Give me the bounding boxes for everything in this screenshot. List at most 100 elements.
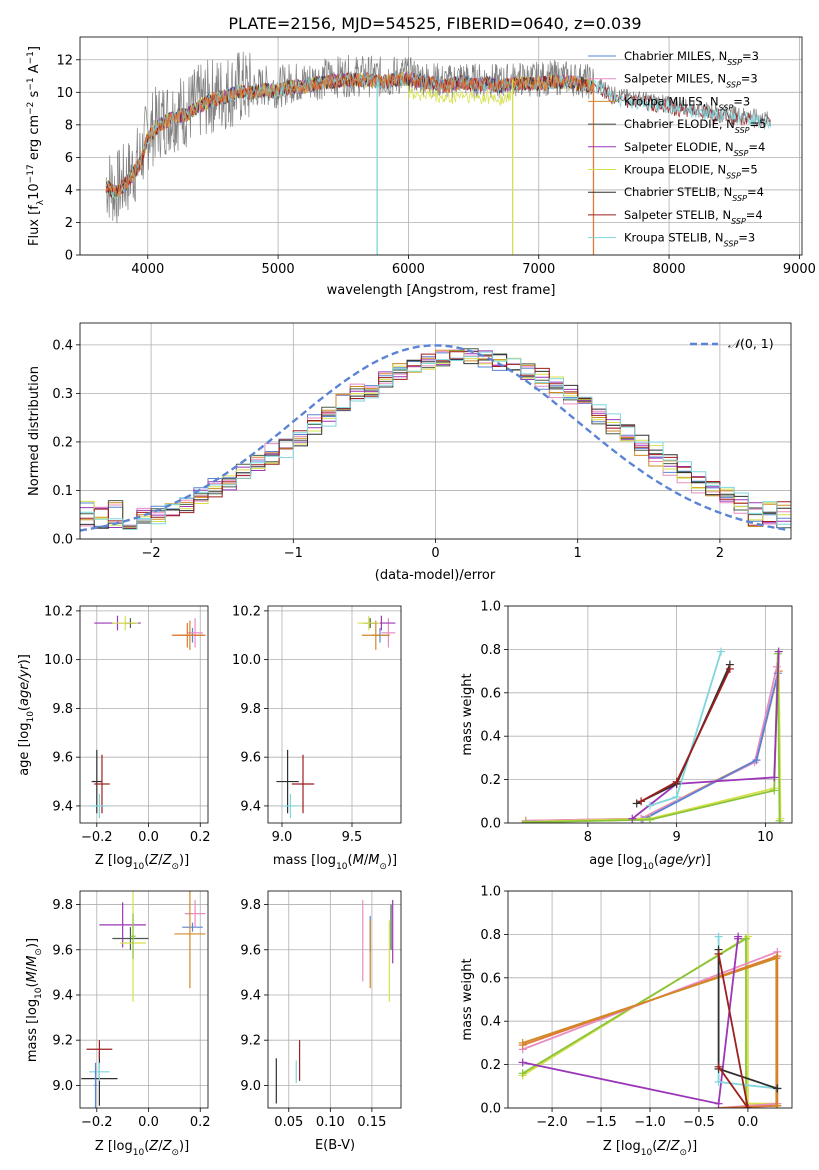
plus-marker [714, 949, 723, 958]
errorbar-point [86, 1040, 113, 1059]
y-tick-label: 0.0 [480, 817, 501, 832]
axes-frame [79, 36, 803, 256]
y-tick-label: 9.4 [240, 988, 261, 1003]
x-tick-label: 0 [431, 546, 439, 561]
x-tick-label: 0.0 [738, 1115, 759, 1130]
x-tick-label: −2.0 [536, 1115, 568, 1130]
axes-frame [267, 605, 402, 824]
x-tick-label: 10 [757, 830, 774, 845]
errorbar-point [94, 754, 110, 814]
errorbar-point [361, 620, 390, 650]
y-tick-label: 9.4 [52, 799, 73, 814]
plus-marker [672, 792, 681, 801]
axes-mass_vs_EBV: 0.05 0.10 0.15 9.0 9.2 9.4 9.6 9.8 E(B-V) [240, 890, 402, 1153]
errorbar-point [276, 749, 299, 814]
y-axis-label: mass weight [460, 958, 475, 1040]
plus-marker [714, 1062, 723, 1071]
x-tick-label: 0.0 [138, 1115, 159, 1130]
y-tick-label: 0.6 [480, 686, 501, 701]
y-tick-label: 9.8 [240, 898, 261, 913]
plot-area-mass_weight_vs_Z [518, 932, 782, 1108]
x-tick-label: 9.5 [342, 830, 363, 845]
axes-age_vs_Z: −0.2 0.0 0.2 9.4 9.6 9.8 10.0 10.2 Z [log10(Z/Z⊙… [17, 604, 211, 872]
y-tick-label: 2 [65, 216, 73, 231]
x-tick-label: −1.0 [634, 1115, 666, 1130]
y-tick-label: 9.6 [52, 751, 73, 766]
mass-weight-line [631, 651, 780, 820]
y-tick-label: 9.6 [52, 943, 73, 958]
plot-area-age_vs_Z [91, 615, 206, 819]
y-tick-label: 9.6 [240, 751, 261, 766]
y-tick-label: 0.1 [52, 484, 73, 499]
y-tick-label: 10.2 [44, 604, 73, 619]
plus-marker [772, 1101, 781, 1108]
y-tick-label: 10.2 [232, 604, 261, 619]
plus-marker [734, 934, 743, 943]
y-tick-label: 9.2 [240, 1034, 261, 1049]
x-tick-label: 9.0 [272, 830, 293, 845]
errorbar-point [357, 615, 380, 631]
figure-title: PLATE=2156, MJD=54525, FIBERID=0640, z=0… [228, 14, 641, 33]
y-tick-label: 9.6 [240, 943, 261, 958]
axes-frame [79, 605, 209, 824]
y-tick-label: 9.4 [52, 988, 73, 1003]
x-tick-label: −0.2 [81, 1115, 113, 1130]
errorbar-point [94, 1062, 97, 1108]
y-tick-label: 1.0 [480, 600, 501, 615]
legend-entry: Salpeter MILES, NSSP=3 [624, 72, 758, 90]
plus-marker [714, 1077, 723, 1086]
histogram-series [80, 351, 791, 530]
y-tick-label: 0.4 [52, 338, 73, 353]
x-axis-label: Z [log10(Z/Z⊙)] [95, 853, 189, 872]
x-tick-label: −0.5 [683, 1115, 715, 1130]
plus-marker [752, 756, 761, 765]
y-tick-label: 8 [65, 118, 73, 133]
plus-marker [518, 1038, 527, 1047]
x-axis-label: (data-model)/error [375, 568, 496, 583]
grid-mass_weight_vs_age [508, 605, 792, 824]
errorbar-point [112, 927, 149, 950]
errorbar-point [91, 793, 108, 819]
mass-weight-line [525, 673, 779, 823]
x-tick-label: −2 [142, 546, 161, 561]
x-tick-label: 9 [672, 830, 680, 845]
plus-marker [632, 799, 641, 808]
plus-marker [741, 934, 750, 943]
axes-mass_weight_vs_age: 8 9 10 0.0 0.2 0.4 0.6 0.8 1.0 mass weight age [lo… [460, 600, 793, 872]
y-tick-label: 9.8 [52, 702, 73, 717]
y-tick-label: 10.0 [44, 653, 73, 668]
y-axis-label: age [log10(age/yr)] [17, 654, 36, 776]
mass-weight-line [717, 953, 749, 1108]
axes-residuals: −2 −1 0 1 2 0.0 0.1 0.2 0.3 0.4 𝒩(0, 1) Normed dist… [27, 322, 792, 583]
x-tick-label: 9000 [783, 262, 816, 277]
y-tick-label: 12 [56, 53, 73, 68]
x-tick-label: 6000 [392, 262, 425, 277]
plus-marker [518, 1058, 527, 1067]
x-tick-label: −1 [284, 546, 303, 561]
y-tick-label: 0.0 [480, 1102, 501, 1117]
plus-marker [773, 1084, 782, 1093]
grid-mass_vs_EBV [268, 891, 401, 1108]
axes-mass_weight_vs_Z: −2.0 −1.5 −1.0 −0.5 0.0 0.0 0.2 0.4 0.6 0.8 1.0 mas… [460, 885, 793, 1158]
y-tick-label: 0.4 [480, 1015, 501, 1030]
errorbar-point [184, 900, 206, 928]
axes-age_vs_mass: 9.0 9.5 9.4 9.6 9.8 10.0 10.2 mass [log10(M/M⊙)… [232, 604, 402, 872]
x-tick-label: 1 [574, 546, 582, 561]
plot-area-spectrum [105, 51, 772, 255]
grid-age_vs_Z [80, 606, 208, 823]
x-axis-label: age [log10(age/yr)] [589, 853, 711, 872]
x-tick-label: −0.2 [81, 830, 113, 845]
x-tick-label: 0.2 [190, 830, 211, 845]
x-tick-label: 0.2 [190, 1115, 211, 1130]
x-tick-label: 5000 [262, 262, 295, 277]
x-tick-label: 8000 [653, 262, 686, 277]
x-tick-label: 7000 [522, 262, 555, 277]
legend-entry: Kroupa ELODIE, NSSP=5 [624, 163, 758, 181]
y-tick-label: 0.8 [480, 643, 501, 658]
grid-mass_vs_Z [80, 891, 208, 1108]
axes-mass_vs_Z: −0.2 0.0 0.2 9.0 9.2 9.4 9.6 9.8 Z [log10(Z/Z⊙)]… [25, 890, 211, 1158]
y-tick-label: 0.6 [480, 971, 501, 986]
legend-entry: Salpeter STELIB, NSSP=4 [624, 208, 763, 226]
y-tick-label: 9.0 [240, 1079, 261, 1094]
y-axis-label: mass [log10(M/M⊙)] [25, 938, 44, 1062]
